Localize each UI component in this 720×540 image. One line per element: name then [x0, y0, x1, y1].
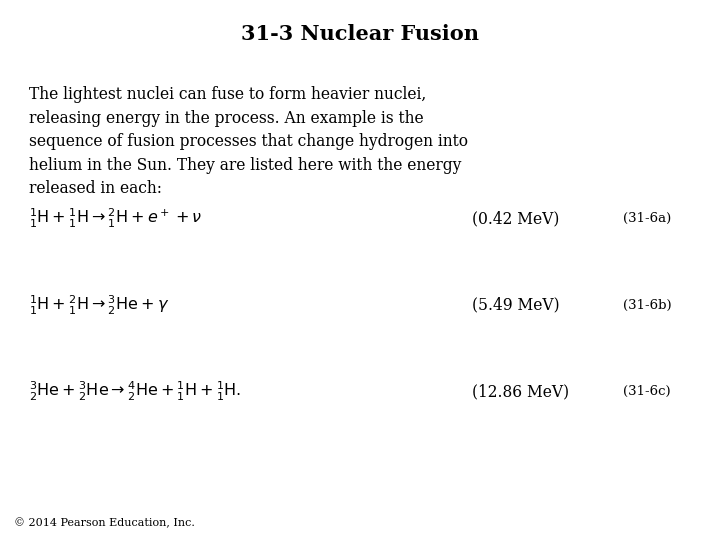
Text: (5.49 MeV): (5.49 MeV) [472, 296, 559, 314]
Text: The lightest nuclei can fuse to form heavier nuclei,
releasing energy in the pro: The lightest nuclei can fuse to form hea… [29, 86, 468, 198]
Text: © 2014 Pearson Education, Inc.: © 2014 Pearson Education, Inc. [14, 517, 195, 528]
Text: (31-6c): (31-6c) [623, 385, 670, 398]
Text: $^1_1\mathrm{H} + {}^1_1\mathrm{H} \rightarrow {}^2_1\mathrm{H} + e^+ + \nu$: $^1_1\mathrm{H} + {}^1_1\mathrm{H} \righ… [29, 207, 202, 230]
Text: 31-3 Nuclear Fusion: 31-3 Nuclear Fusion [241, 24, 479, 44]
Text: (0.42 MeV): (0.42 MeV) [472, 210, 559, 227]
Text: $^3_2\mathrm{He} + {}^3_2\mathrm{He} \rightarrow {}^4_2\mathrm{He} + {}^1_1\math: $^3_2\mathrm{He} + {}^3_2\mathrm{He} \ri… [29, 380, 241, 403]
Text: $^1_1\mathrm{H} + {}^2_1\mathrm{H} \rightarrow {}^3_2\mathrm{He} + \gamma$: $^1_1\mathrm{H} + {}^2_1\mathrm{H} \righ… [29, 294, 169, 316]
Text: (12.86 MeV): (12.86 MeV) [472, 383, 569, 400]
Text: (31-6b): (31-6b) [623, 299, 672, 312]
Text: (31-6a): (31-6a) [623, 212, 671, 225]
